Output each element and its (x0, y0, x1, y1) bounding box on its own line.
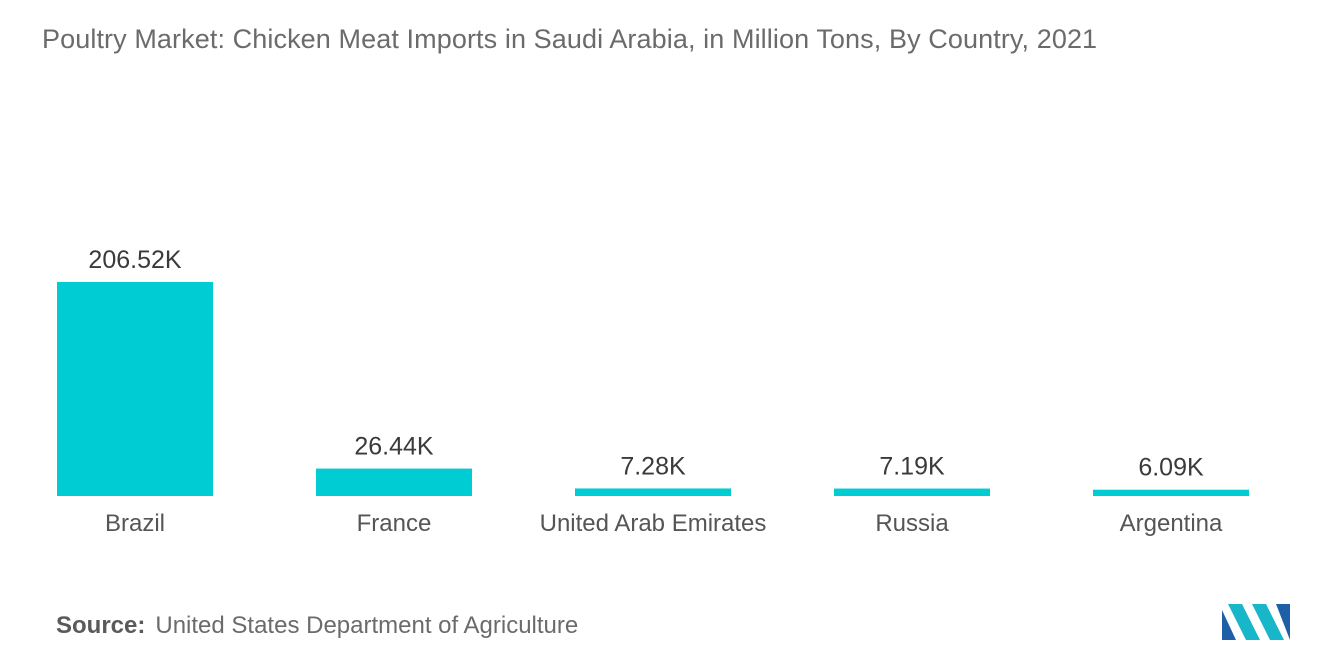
category-label: France (357, 510, 432, 537)
bar-brazil (57, 282, 213, 496)
source-label: Source: (56, 612, 146, 639)
category-label: Brazil (105, 510, 165, 537)
category-label: Russia (875, 510, 949, 537)
source-text: United States Department of Agriculture (155, 612, 579, 639)
category-label: Argentina (1120, 510, 1223, 537)
data-label: 26.44K (354, 433, 434, 461)
data-label: 206.52K (88, 246, 181, 274)
source-note: Source: United States Department of Agric… (56, 612, 578, 640)
mordor-intelligence-logo-icon (1222, 604, 1290, 640)
data-label: 7.19K (879, 453, 945, 481)
data-label: 7.28K (620, 452, 686, 480)
bar-argentina (1093, 489, 1249, 496)
data-labels-layer: 206.52K 26.44K 7.28K 7.19K 6.09K (88, 246, 1204, 482)
chart-title: Poultry Market: Chicken Meat Imports in … (42, 24, 1098, 54)
bar-united-arab-emirates (575, 488, 731, 496)
bars-layer (57, 282, 1249, 496)
category-label: United Arab Emirates (540, 510, 767, 537)
bar-france (316, 468, 472, 496)
bar-chart: 206.52K 26.44K 7.28K 7.19K 6.09K Brazil Franc… (57, 246, 1249, 537)
category-labels-layer: Brazil France United Arab Emirates Russia Ar… (105, 510, 1223, 537)
bar-russia (834, 488, 990, 496)
data-label: 6.09K (1138, 454, 1204, 482)
